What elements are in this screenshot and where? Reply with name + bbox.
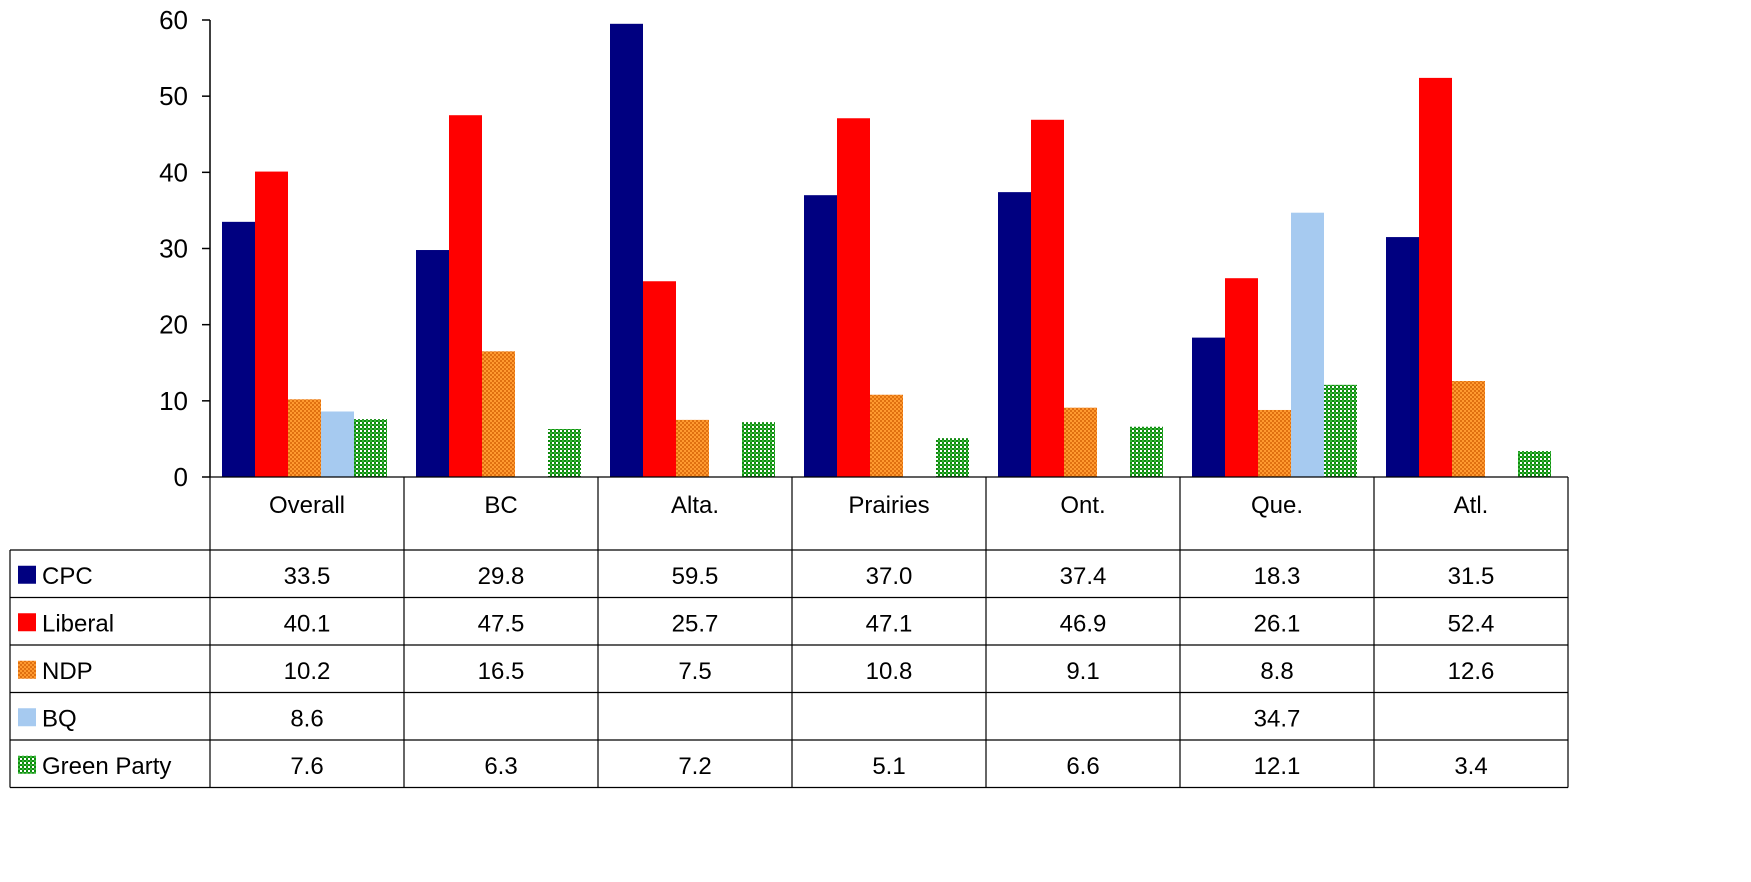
category-label: Alta.	[671, 492, 719, 519]
table-cell: 31.5	[1448, 563, 1495, 590]
y-tick-label: 50	[159, 81, 188, 111]
table-cell: 8.6	[290, 705, 323, 732]
table-cell: 52.4	[1448, 610, 1495, 637]
table-cell: 47.5	[478, 610, 525, 637]
bar-cpc	[804, 195, 837, 477]
bar-cpc	[1192, 337, 1225, 477]
bar-ndp	[1064, 407, 1097, 477]
y-tick-label: 40	[159, 157, 188, 187]
y-tick-label: 30	[159, 234, 188, 264]
legend-key-green-party	[18, 755, 36, 774]
table-cell: 18.3	[1254, 563, 1301, 590]
bars	[222, 23, 1551, 478]
data-table: Overall BC Alta. Prairies Ont. Que. Atl. CPC 33.…	[9, 476, 1569, 789]
table-cell: 33.5	[284, 563, 331, 590]
bar-ndp	[676, 419, 709, 477]
bar-liberal	[1225, 278, 1258, 477]
bar-liberal	[837, 118, 870, 477]
category-label: Overall	[269, 492, 345, 519]
y-tick-label: 60	[159, 5, 188, 35]
legend-label: BQ	[42, 705, 77, 732]
table-cell: 37.4	[1060, 563, 1107, 590]
table-cell: 10.8	[866, 658, 913, 685]
table-cell: 12.6	[1448, 658, 1495, 685]
table-cell: 10.2	[284, 658, 331, 685]
bar-liberal	[449, 115, 482, 477]
legend-label: NDP	[42, 658, 93, 685]
table-cell: 59.5	[672, 563, 719, 590]
table-cell: 40.1	[284, 610, 331, 637]
bar-liberal	[643, 281, 676, 477]
table-cell: 7.2	[678, 753, 711, 780]
bar-ndp	[1258, 409, 1291, 477]
bar-cpc	[222, 221, 255, 477]
legend-key-bq	[18, 708, 36, 727]
table-cell: 8.8	[1260, 658, 1293, 685]
y-tick-label: 10	[159, 386, 188, 416]
category-label: Ont.	[1060, 492, 1105, 519]
table-cell: 29.8	[478, 563, 525, 590]
table-cell: 34.7	[1254, 705, 1301, 732]
bar-green-party	[548, 429, 581, 477]
bar-ndp	[1452, 381, 1485, 477]
table-cell: 25.7	[672, 610, 719, 637]
legend-key-ndp	[18, 660, 36, 679]
legend-key-cpc	[18, 565, 36, 584]
bar-cpc	[1386, 237, 1419, 477]
table-cell: 5.1	[872, 753, 905, 780]
bar-cpc	[416, 250, 449, 477]
bar-bq	[321, 411, 354, 477]
legend-label: Green Party	[42, 753, 171, 780]
bar-green-party	[1518, 451, 1551, 477]
bar-liberal	[1419, 77, 1452, 478]
bar-green-party	[742, 422, 775, 477]
bar-liberal	[1031, 119, 1064, 478]
legend-key-liberal	[18, 613, 36, 632]
table-cell: 47.1	[866, 610, 913, 637]
table-cell: 6.3	[484, 753, 517, 780]
table-cell: 26.1	[1254, 610, 1301, 637]
y-tick-label: 20	[159, 310, 188, 340]
bar-cpc	[610, 23, 643, 478]
bar-cpc	[998, 192, 1031, 478]
table-cell: 9.1	[1066, 658, 1099, 685]
bar-ndp	[870, 394, 903, 477]
bar-ndp	[288, 399, 321, 477]
category-label: Que.	[1251, 492, 1303, 519]
table-cell: 7.5	[678, 658, 711, 685]
table-cell: 37.0	[866, 563, 913, 590]
table-cell: 7.6	[290, 753, 323, 780]
legend-label: Liberal	[42, 610, 114, 637]
category-label: BC	[484, 492, 517, 519]
bar-bq	[1291, 212, 1324, 477]
category-label: Prairies	[848, 492, 929, 519]
bar-green-party	[936, 438, 969, 477]
y-tick-label: 0	[174, 462, 188, 492]
table-cell: 16.5	[478, 658, 525, 685]
table-cell: 46.9	[1060, 610, 1107, 637]
legend-label: CPC	[42, 563, 93, 590]
table-cell: 3.4	[1454, 753, 1487, 780]
bar-green-party	[1130, 426, 1163, 477]
table-cell: 6.6	[1066, 753, 1099, 780]
y-axis: 0 10 20 30 40 50 60	[159, 5, 211, 492]
bar-green-party	[354, 419, 387, 477]
bar-green-party	[1324, 384, 1357, 477]
bar-ndp	[482, 351, 515, 477]
bar-liberal	[255, 171, 288, 478]
category-label: Atl.	[1454, 492, 1489, 519]
table-cell: 12.1	[1254, 753, 1301, 780]
